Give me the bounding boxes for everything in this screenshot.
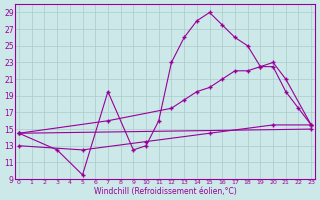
X-axis label: Windchill (Refroidissement éolien,°C): Windchill (Refroidissement éolien,°C) xyxy=(94,187,236,196)
